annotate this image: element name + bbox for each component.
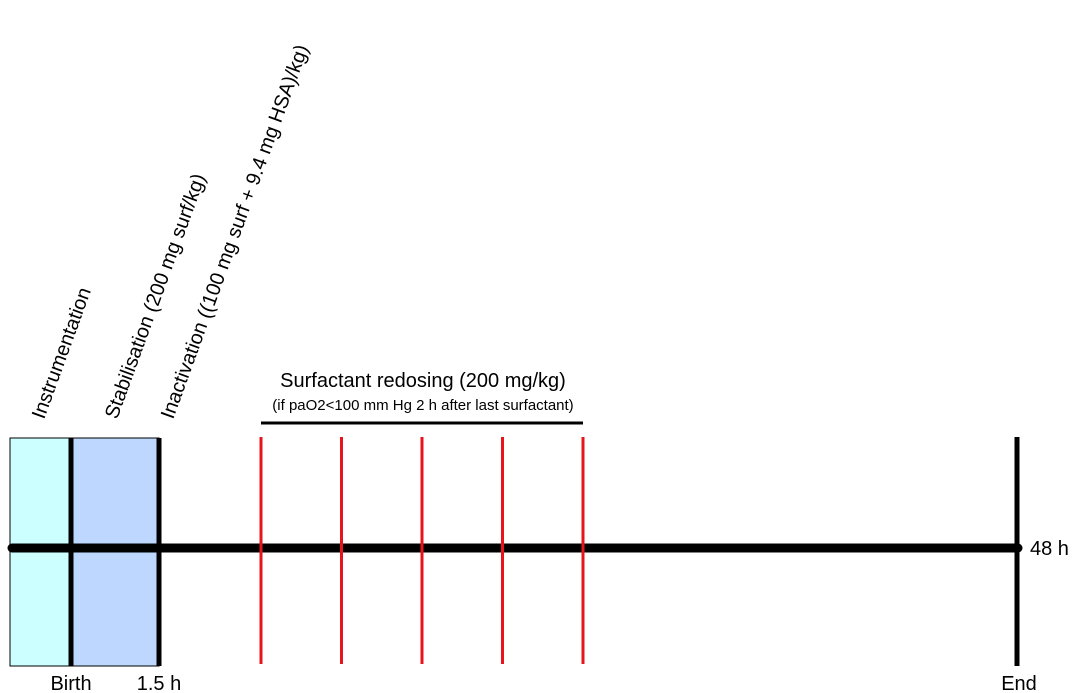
- end-time-label: 48 h: [1030, 538, 1069, 560]
- redosing-markers: [259, 437, 585, 664]
- redosing-subtitle: (if paO2<100 mm Hg 2 h after last surfac…: [272, 397, 573, 414]
- redosing-title: Surfactant redosing (200 mg/kg): [280, 370, 566, 392]
- instrumentation-label: Instrumentation: [28, 285, 96, 422]
- stabilisation-label: Stabilisation (200 mg surf/kg): [101, 171, 210, 422]
- birth-label: Birth: [50, 673, 91, 693]
- inactivation-time-label: 1.5 h: [137, 673, 181, 693]
- end-label: End: [1001, 673, 1037, 693]
